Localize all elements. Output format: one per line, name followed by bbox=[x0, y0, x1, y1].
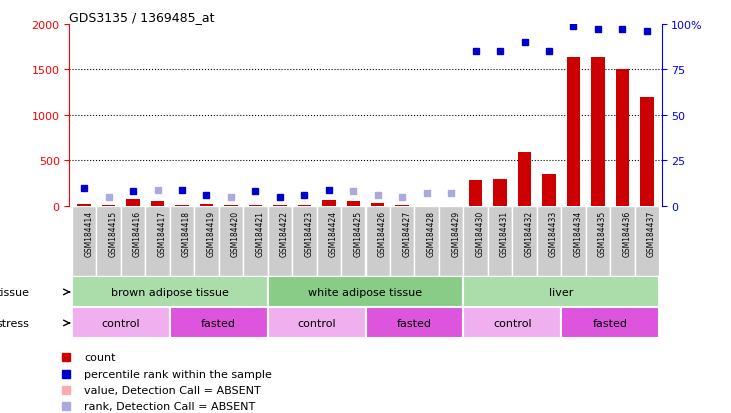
Bar bbox=[518, 153, 531, 206]
Text: GSM184432: GSM184432 bbox=[525, 210, 534, 256]
Bar bbox=[175, 205, 189, 206]
Bar bbox=[151, 202, 164, 206]
Text: white adipose tissue: white adipose tissue bbox=[308, 287, 423, 297]
Text: GSM184419: GSM184419 bbox=[206, 210, 216, 256]
Text: liver: liver bbox=[549, 287, 573, 297]
Text: percentile rank within the sample: percentile rank within the sample bbox=[84, 369, 272, 379]
Text: GSM184427: GSM184427 bbox=[402, 210, 412, 256]
Bar bbox=[200, 205, 213, 206]
Bar bbox=[170, 206, 194, 277]
Bar bbox=[371, 204, 385, 206]
Text: value, Detection Call = ABSENT: value, Detection Call = ABSENT bbox=[84, 385, 261, 395]
Bar bbox=[567, 57, 580, 206]
Text: GSM184429: GSM184429 bbox=[451, 210, 460, 256]
Text: GSM184421: GSM184421 bbox=[255, 210, 265, 256]
Text: GSM184415: GSM184415 bbox=[109, 210, 118, 256]
Bar bbox=[292, 206, 317, 277]
Bar bbox=[463, 308, 561, 339]
Bar bbox=[268, 277, 463, 308]
Bar bbox=[366, 308, 463, 339]
Text: control: control bbox=[298, 318, 336, 328]
Bar bbox=[591, 57, 605, 206]
Text: GSM184431: GSM184431 bbox=[500, 210, 509, 256]
Bar bbox=[72, 277, 268, 308]
Text: GSM184414: GSM184414 bbox=[84, 210, 93, 256]
Text: GSM184434: GSM184434 bbox=[574, 210, 583, 256]
Text: GSM184424: GSM184424 bbox=[329, 210, 338, 256]
Bar bbox=[635, 206, 659, 277]
Bar bbox=[488, 206, 512, 277]
Bar bbox=[469, 180, 482, 206]
Text: fasted: fasted bbox=[397, 318, 432, 328]
Bar bbox=[439, 206, 463, 277]
Text: GSM184428: GSM184428 bbox=[427, 210, 436, 256]
Text: control: control bbox=[493, 318, 531, 328]
Bar bbox=[640, 97, 654, 206]
Text: GSM184418: GSM184418 bbox=[182, 210, 191, 256]
Bar bbox=[194, 206, 219, 277]
Text: GSM184433: GSM184433 bbox=[549, 210, 558, 256]
Text: fasted: fasted bbox=[201, 318, 236, 328]
Text: tissue: tissue bbox=[0, 287, 29, 297]
Text: GSM184426: GSM184426 bbox=[378, 210, 387, 256]
Bar bbox=[298, 205, 311, 206]
Bar bbox=[512, 206, 537, 277]
Bar bbox=[542, 175, 556, 206]
Text: GSM184425: GSM184425 bbox=[353, 210, 363, 256]
Text: GSM184416: GSM184416 bbox=[133, 210, 142, 256]
Bar bbox=[561, 206, 586, 277]
Text: GSM184417: GSM184417 bbox=[157, 210, 167, 256]
Bar bbox=[317, 206, 341, 277]
Bar bbox=[219, 206, 243, 277]
Bar bbox=[366, 206, 390, 277]
Bar bbox=[72, 308, 170, 339]
Bar bbox=[121, 206, 145, 277]
Bar bbox=[126, 199, 140, 206]
Text: GSM184437: GSM184437 bbox=[647, 210, 656, 256]
Bar bbox=[72, 206, 96, 277]
Text: brown adipose tissue: brown adipose tissue bbox=[111, 287, 229, 297]
Text: count: count bbox=[84, 352, 115, 362]
Text: GSM184435: GSM184435 bbox=[598, 210, 607, 256]
Text: control: control bbox=[102, 318, 140, 328]
Bar bbox=[96, 206, 121, 277]
Bar bbox=[616, 70, 629, 206]
Bar bbox=[493, 180, 507, 206]
Bar bbox=[390, 206, 414, 277]
Bar bbox=[322, 200, 336, 206]
Bar bbox=[341, 206, 366, 277]
Text: GSM184422: GSM184422 bbox=[280, 210, 289, 256]
Bar bbox=[414, 206, 439, 277]
Bar bbox=[170, 308, 268, 339]
Bar bbox=[463, 277, 659, 308]
Bar bbox=[537, 206, 561, 277]
Bar bbox=[346, 202, 360, 206]
Bar bbox=[463, 206, 488, 277]
Text: GDS3135 / 1369485_at: GDS3135 / 1369485_at bbox=[69, 11, 215, 24]
Bar bbox=[77, 205, 91, 206]
Bar bbox=[586, 206, 610, 277]
Bar bbox=[561, 308, 659, 339]
Bar bbox=[268, 206, 292, 277]
Text: stress: stress bbox=[0, 318, 29, 328]
Text: GSM184430: GSM184430 bbox=[476, 210, 485, 256]
Text: GSM184420: GSM184420 bbox=[231, 210, 240, 256]
Text: fasted: fasted bbox=[593, 318, 628, 328]
Bar bbox=[610, 206, 635, 277]
Bar bbox=[268, 308, 366, 339]
Bar bbox=[145, 206, 170, 277]
Text: GSM184436: GSM184436 bbox=[622, 210, 632, 256]
Bar bbox=[243, 206, 268, 277]
Text: rank, Detection Call = ABSENT: rank, Detection Call = ABSENT bbox=[84, 401, 255, 411]
Text: GSM184423: GSM184423 bbox=[304, 210, 314, 256]
